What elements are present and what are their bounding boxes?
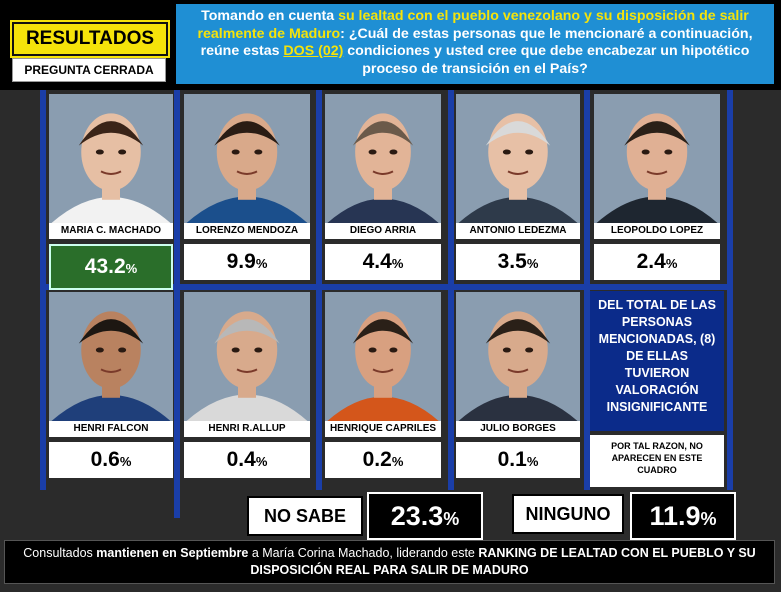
candidate-percentage: 9.9% bbox=[184, 244, 310, 280]
percentage-value: 0.1 bbox=[497, 448, 527, 471]
question-part3: condiciones y usted cree que debe encabe… bbox=[343, 43, 750, 77]
candidate-photo bbox=[456, 292, 580, 421]
portrait-icon bbox=[49, 94, 173, 223]
portrait-icon bbox=[325, 94, 441, 223]
percent-sign: % bbox=[526, 256, 539, 271]
question-highlight1: su lealtad con el pueblo venezolano y su… bbox=[197, 8, 749, 42]
portrait-icon bbox=[184, 94, 310, 223]
candidate-percentage: 4.4% bbox=[325, 244, 441, 280]
candidate-name: LORENZO MENDOZA bbox=[184, 223, 310, 239]
candidate-percentage: 0.6% bbox=[49, 442, 173, 478]
portrait-icon bbox=[456, 94, 580, 223]
footer-caption: Consultados mantienen en Septiembre a Ma… bbox=[4, 540, 775, 584]
candidate-name: MARIA C. MACHADO bbox=[49, 223, 173, 239]
candidate-percentage: 3.5% bbox=[456, 244, 580, 280]
footer-part2: a María Corina Machado, liderando este bbox=[248, 546, 479, 560]
grid-line bbox=[40, 90, 46, 490]
percent-sign: % bbox=[255, 256, 268, 271]
percent-sign: % bbox=[391, 256, 404, 271]
percentage-value: 4.4 bbox=[362, 250, 392, 273]
candidate-name: HENRI FALCON bbox=[49, 421, 173, 437]
candidate-percentage: 0.1% bbox=[456, 442, 580, 478]
candidate-name: HENRIQUE CAPRILES bbox=[325, 421, 441, 437]
candidate-photo bbox=[325, 292, 441, 421]
percent-sign: % bbox=[119, 454, 132, 469]
percentage-value: 0.4 bbox=[226, 448, 256, 471]
percent-sign: % bbox=[526, 454, 539, 469]
percentage-value: 0.6 bbox=[90, 448, 120, 471]
grid-line bbox=[316, 90, 322, 490]
candidate-name: DIEGO ARRIA bbox=[325, 223, 441, 239]
footer-bold2: RANKING DE LEALTAD CON EL PUEBLO Y SU DI… bbox=[250, 546, 756, 577]
percentage-value: 0.2 bbox=[362, 448, 392, 471]
candidate-photo bbox=[49, 94, 173, 223]
grid-line bbox=[448, 90, 454, 490]
results-label: RESULTADOS bbox=[12, 22, 168, 56]
insignificant-subnote: POR TAL RAZON, NO APARECEN EN ESTE CUADR… bbox=[590, 435, 724, 487]
ninguno-number: 11.9 bbox=[649, 501, 701, 531]
candidate-photo bbox=[594, 94, 720, 223]
candidate-photo bbox=[184, 292, 310, 421]
candidate-percentage: 2.4% bbox=[594, 244, 720, 280]
candidate-percentage: 43.2% bbox=[49, 244, 173, 290]
percent-sign: % bbox=[443, 509, 460, 529]
footer-part1: Consultados bbox=[23, 546, 97, 560]
percent-sign: % bbox=[391, 454, 404, 469]
question-part2: : ¿Cuál de estas personas que le mencion… bbox=[200, 25, 753, 60]
candidate-photo bbox=[325, 94, 441, 223]
question-part1: Tomando en cuenta bbox=[201, 8, 339, 24]
grid-line bbox=[40, 284, 733, 290]
portrait-icon bbox=[456, 292, 580, 421]
percentage-value: 9.9 bbox=[226, 250, 256, 273]
question-text: Tomando en cuenta su lealtad con el pueb… bbox=[176, 4, 774, 84]
percent-sign: % bbox=[665, 256, 678, 271]
percent-sign: % bbox=[255, 454, 268, 469]
grid-line bbox=[727, 90, 733, 490]
percentage-value: 3.5 bbox=[497, 250, 527, 273]
portrait-icon bbox=[184, 292, 310, 421]
candidate-photo bbox=[184, 94, 310, 223]
percent-sign: % bbox=[125, 261, 138, 276]
portrait-icon bbox=[594, 94, 720, 223]
candidate-photo bbox=[456, 94, 580, 223]
percentage-value: 43.2 bbox=[84, 255, 126, 278]
candidate-name: LEOPOLDO LOPEZ bbox=[594, 223, 720, 239]
ninguno-value: 11.9% bbox=[630, 492, 736, 540]
question-type-label: PREGUNTA CERRADA bbox=[12, 58, 166, 82]
no-sabe-label: NO SABE bbox=[247, 496, 363, 536]
grid-line bbox=[584, 90, 590, 490]
portrait-icon bbox=[49, 292, 173, 421]
footer-bold1: mantienen en Septiembre bbox=[96, 546, 249, 560]
question-highlight2: DOS (02) bbox=[283, 43, 344, 60]
candidate-photo bbox=[49, 292, 173, 421]
candidate-name: JULIO BORGES bbox=[456, 421, 580, 437]
no-sabe-number: 23.3 bbox=[390, 501, 444, 531]
percentage-value: 2.4 bbox=[636, 250, 666, 273]
portrait-icon bbox=[325, 292, 441, 421]
grid-line bbox=[174, 90, 180, 518]
candidate-name: HENRI R.ALLUP bbox=[184, 421, 310, 437]
candidate-name: ANTONIO LEDEZMA bbox=[456, 223, 580, 239]
candidate-percentage: 0.4% bbox=[184, 442, 310, 478]
candidate-percentage: 0.2% bbox=[325, 442, 441, 478]
ninguno-label: NINGUNO bbox=[512, 494, 624, 534]
insignificant-note: DEL TOTAL DE LAS PERSONAS MENCIONADAS, (… bbox=[590, 291, 724, 431]
no-sabe-value: 23.3% bbox=[367, 492, 483, 540]
percent-sign: % bbox=[700, 509, 717, 529]
